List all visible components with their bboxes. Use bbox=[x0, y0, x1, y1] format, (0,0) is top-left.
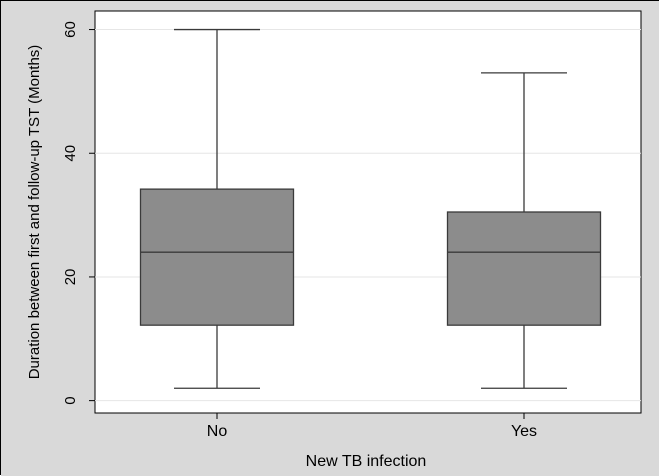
boxes bbox=[139, 28, 602, 389]
y-tick-label: 60 bbox=[62, 21, 79, 38]
interquartile-box bbox=[139, 188, 295, 326]
box-yes bbox=[446, 72, 602, 389]
y-tick-label: 0 bbox=[62, 396, 79, 404]
x-tick-label: Yes bbox=[511, 423, 537, 440]
y-tick-label: 40 bbox=[62, 145, 79, 162]
box-no bbox=[139, 28, 295, 389]
interquartile-box bbox=[446, 211, 602, 326]
x-axis-label: New TB infection bbox=[306, 453, 427, 470]
x-tick-label: No bbox=[207, 423, 228, 440]
y-axis-label: Duration between first and follow-up TST… bbox=[26, 45, 43, 380]
axes: 0 20 40 60 No Yes bbox=[62, 21, 537, 440]
y-tick-label: 20 bbox=[62, 269, 79, 286]
